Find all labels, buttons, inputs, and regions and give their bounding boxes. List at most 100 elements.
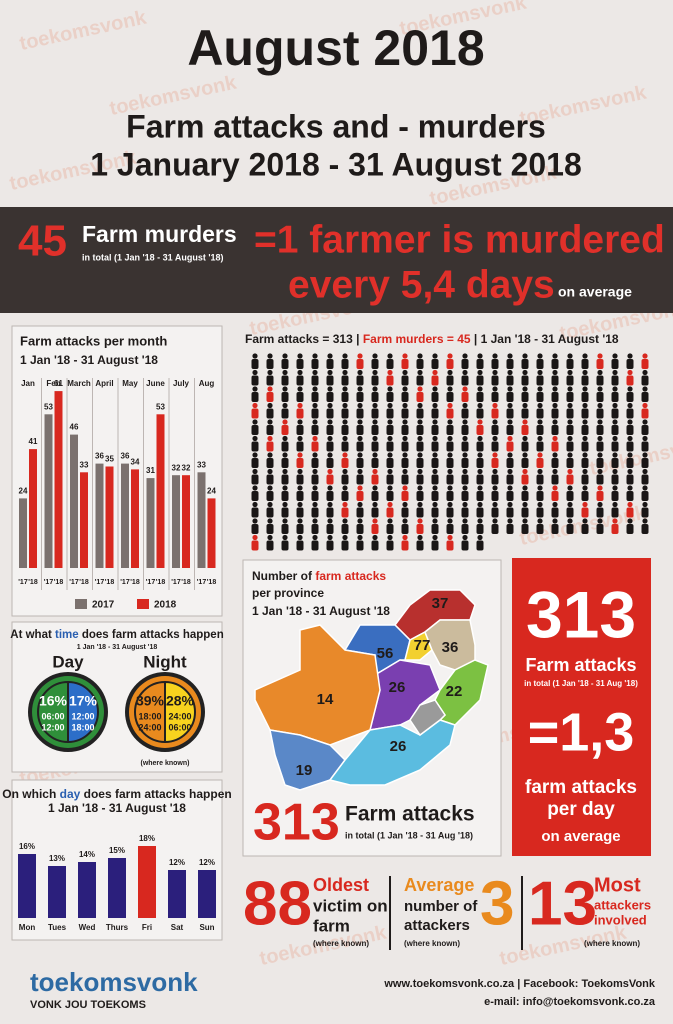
person-head xyxy=(417,419,423,425)
chart-subtitle: 1 Jan '18 - 31 August '18 xyxy=(48,801,186,815)
person-icon xyxy=(356,353,364,369)
person-body xyxy=(596,458,604,468)
person-head xyxy=(342,501,348,508)
person-head xyxy=(342,353,348,359)
person-body xyxy=(266,491,274,501)
time-subtitle: 1 Jan '18 - 31 August '18 xyxy=(77,644,158,651)
bar xyxy=(146,478,155,568)
person-head xyxy=(462,419,468,425)
logo: toekomsvonk xyxy=(30,967,198,997)
person-head xyxy=(267,468,273,475)
person-head xyxy=(612,501,618,508)
person-head xyxy=(252,419,258,425)
person-head xyxy=(642,386,648,392)
person-icon xyxy=(476,386,484,402)
value-label: 12% xyxy=(199,858,215,867)
clock-half xyxy=(37,680,69,744)
clock-value: 39% xyxy=(136,693,165,709)
person-head xyxy=(327,435,333,442)
person-icon xyxy=(521,419,529,435)
person-body xyxy=(311,458,319,468)
person-icon xyxy=(596,501,604,518)
stat-line: attackers xyxy=(594,897,651,912)
person-head xyxy=(552,468,558,475)
person-icon xyxy=(461,468,469,485)
person-head xyxy=(627,435,633,442)
person-body xyxy=(581,425,589,435)
person-head xyxy=(537,501,543,508)
person-icon xyxy=(551,402,559,419)
person-icon xyxy=(266,369,274,386)
person-icon xyxy=(416,518,424,534)
person-body xyxy=(551,425,559,435)
person-body xyxy=(626,524,634,534)
person-icon xyxy=(311,452,319,468)
bar xyxy=(105,466,114,568)
person-icon xyxy=(266,485,274,501)
person-icon xyxy=(326,501,334,518)
person-icon xyxy=(431,419,439,435)
person-body xyxy=(611,375,619,386)
person-head xyxy=(357,501,363,508)
banner-suffix: on average xyxy=(558,284,632,300)
person-head xyxy=(432,501,438,508)
person-icon xyxy=(371,353,379,369)
person-body xyxy=(431,507,439,518)
person-icon xyxy=(596,518,604,534)
stat-line: Most xyxy=(594,874,641,896)
person-icon xyxy=(401,402,409,419)
person-icon xyxy=(341,501,349,518)
person-icon xyxy=(626,369,634,386)
person-icon xyxy=(356,386,364,402)
person-body xyxy=(626,359,634,369)
province xyxy=(424,619,476,671)
person-icon xyxy=(521,468,529,485)
person-body xyxy=(641,507,649,518)
person-body xyxy=(521,491,529,501)
person-body xyxy=(461,359,469,369)
bar xyxy=(156,414,165,568)
person-head xyxy=(282,452,288,458)
person-head xyxy=(432,534,438,541)
person-head xyxy=(552,501,558,508)
tagline: VONK JOU TOEKOMS xyxy=(30,999,146,1011)
person-icon xyxy=(506,353,514,369)
person-head xyxy=(522,386,528,392)
person-head xyxy=(372,435,378,442)
person-icon xyxy=(296,501,304,518)
person-body xyxy=(311,524,319,534)
person-head xyxy=(387,369,393,376)
person-head xyxy=(627,369,633,376)
person-icon xyxy=(326,468,334,485)
person-body xyxy=(596,507,604,518)
person-head xyxy=(297,386,303,392)
person-icon xyxy=(266,386,274,402)
person-icon xyxy=(341,452,349,468)
person-head xyxy=(447,353,453,359)
person-head xyxy=(507,386,513,392)
person-body xyxy=(581,375,589,386)
person-icon xyxy=(326,369,334,386)
person-head xyxy=(492,452,498,458)
clock-time: 18:00 xyxy=(138,711,161,721)
legend-swatch xyxy=(75,599,87,609)
person-head xyxy=(417,534,423,541)
person-body xyxy=(416,441,424,452)
note: (where known) xyxy=(140,760,189,767)
person-body xyxy=(356,425,364,435)
province-label: 37 xyxy=(432,595,449,612)
person-body xyxy=(326,359,334,369)
person-body xyxy=(491,491,499,501)
bar xyxy=(138,846,156,918)
person-head xyxy=(357,534,363,541)
person-body xyxy=(401,474,409,485)
person-body xyxy=(506,392,514,402)
person-body xyxy=(521,524,529,534)
person-body xyxy=(326,507,334,518)
person-head xyxy=(477,518,483,524)
bar-label: '18 xyxy=(130,579,140,586)
person-head xyxy=(567,353,573,359)
person-icon xyxy=(401,534,409,551)
person-body xyxy=(491,359,499,369)
